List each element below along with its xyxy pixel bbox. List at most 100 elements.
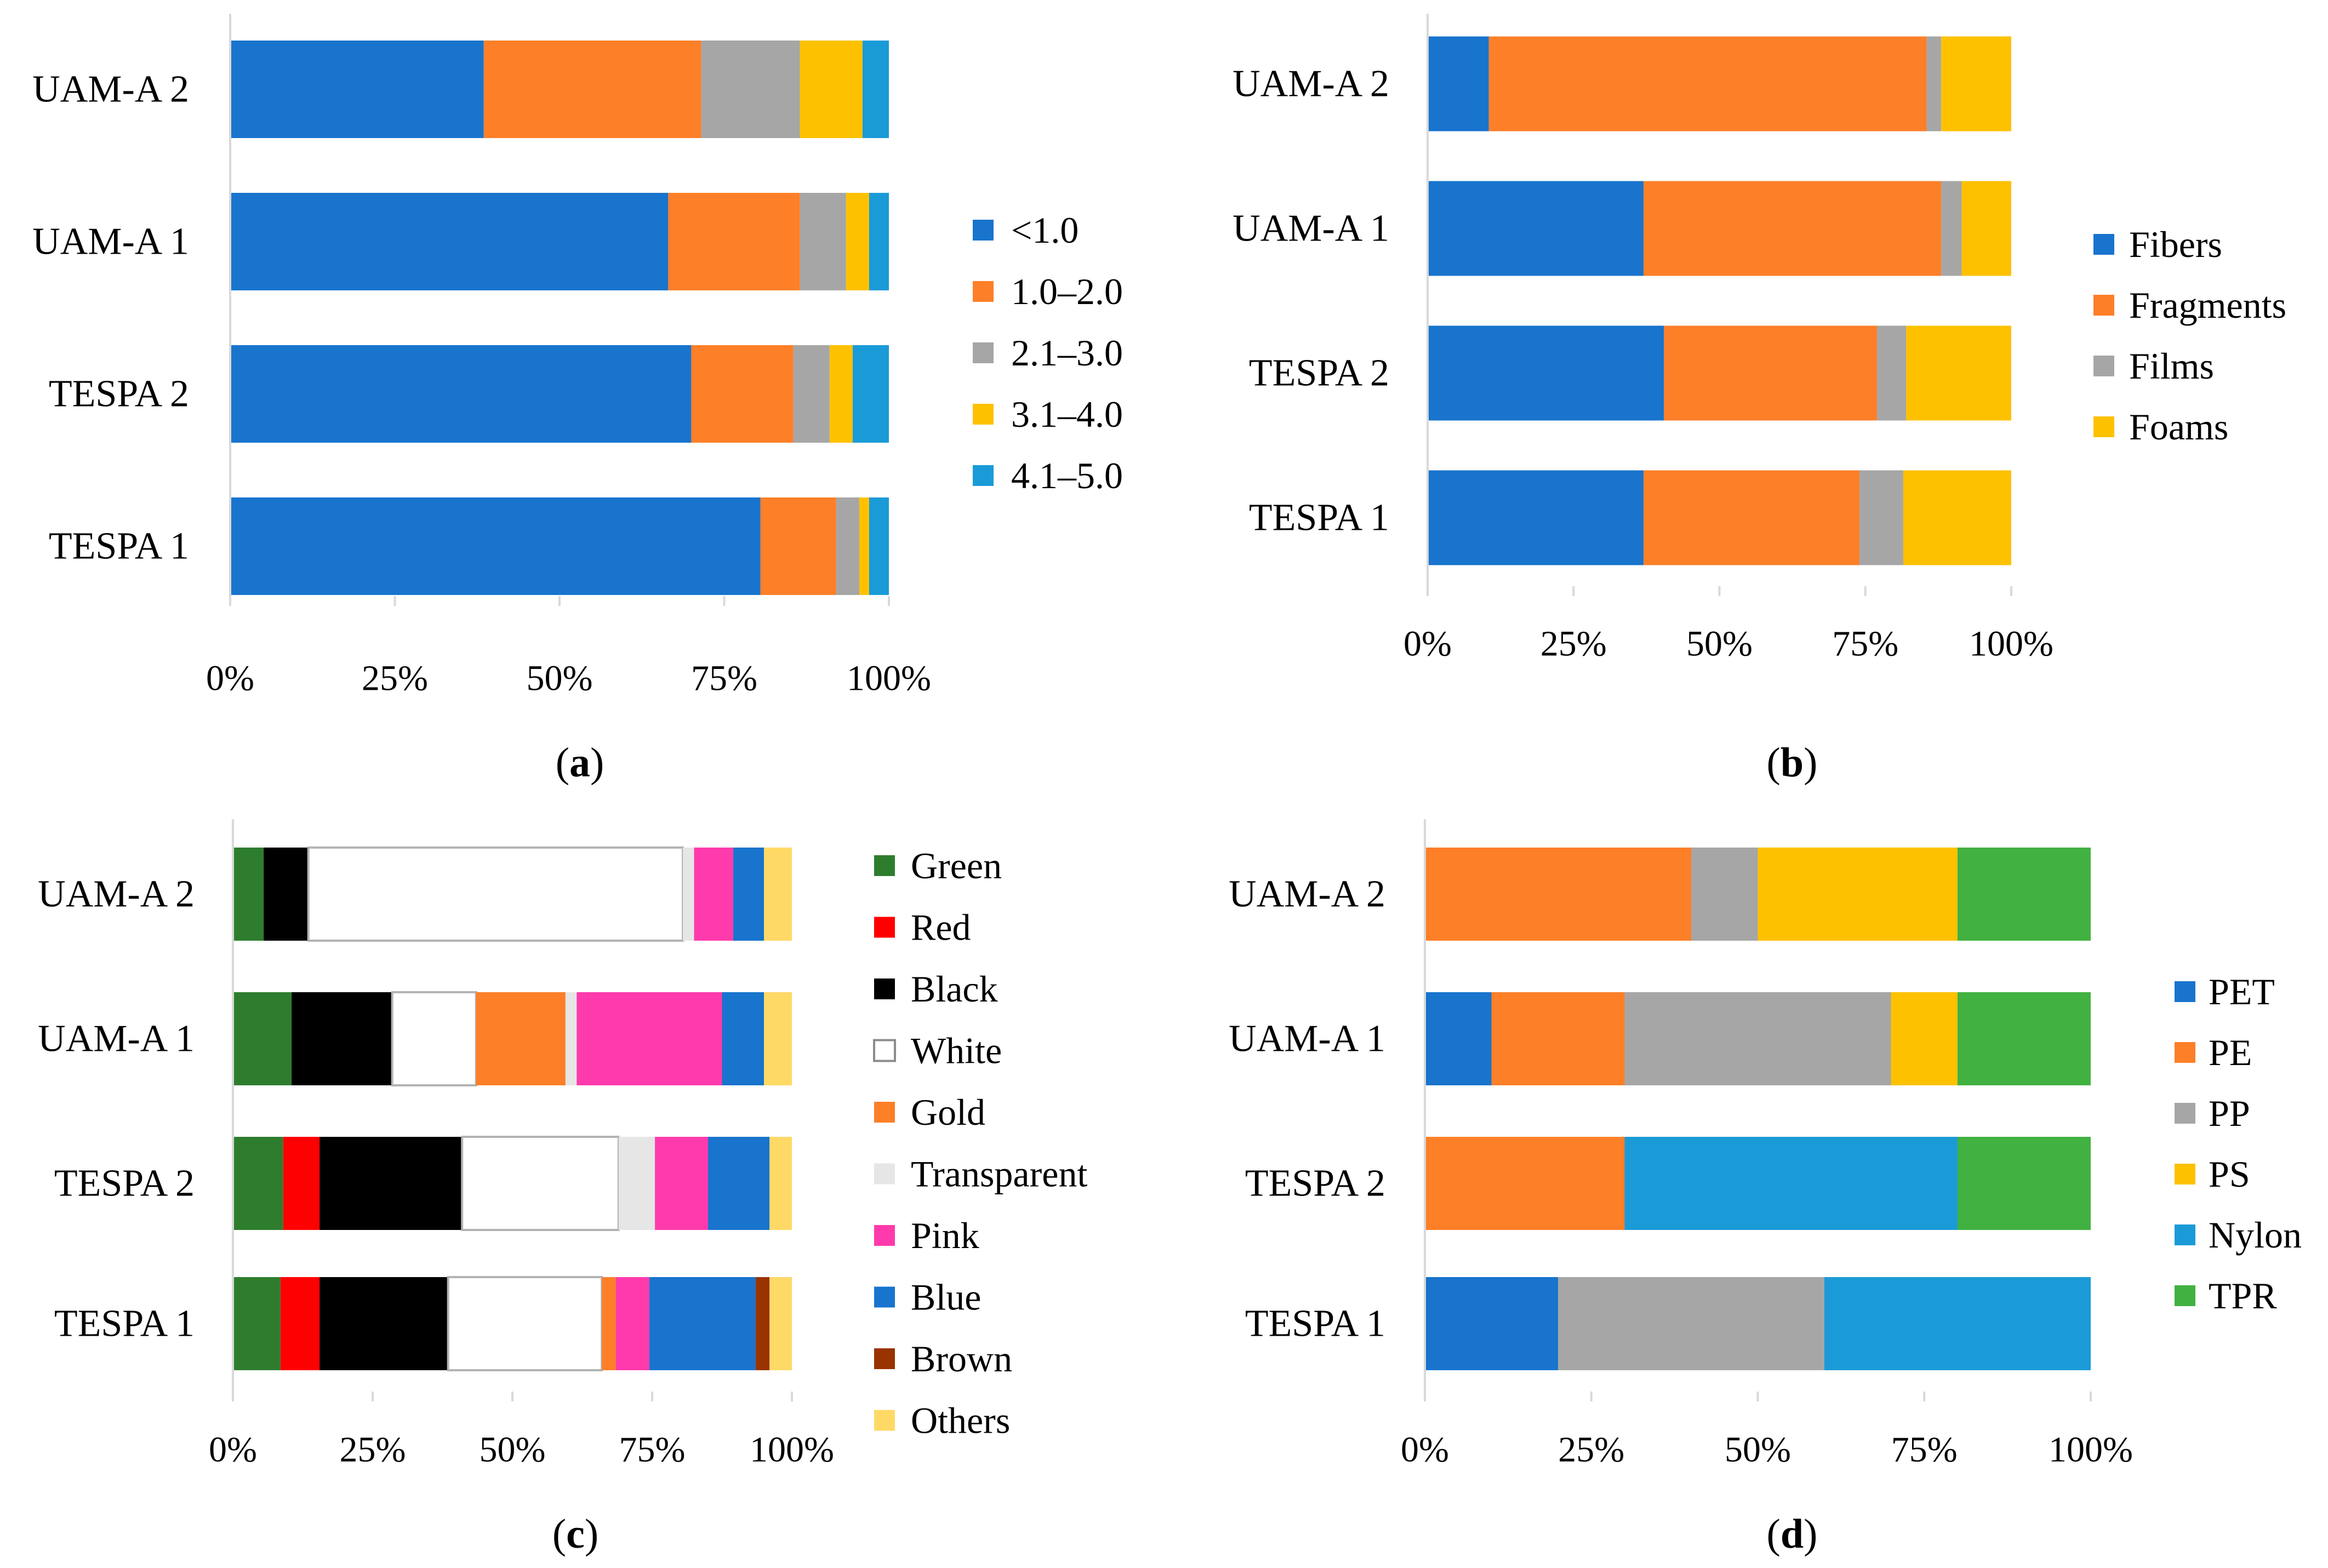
bar-a-tespa-2-1-0-to-2-0 (691, 345, 794, 443)
legend-swatch-d-pe (2175, 1042, 2195, 1063)
panel-label-d: (d) (1767, 1511, 1818, 1557)
tick-label-b-4: 100% (1969, 624, 2053, 664)
legend-label-c-others: Others (911, 1400, 1010, 1441)
legend-swatch-a-4-1-to-5-0 (973, 465, 994, 486)
legend-label-b-films: Films (2129, 345, 2214, 387)
tick-label-b-1: 25% (1540, 624, 1607, 664)
bar-c-tespa-1-others (769, 1277, 792, 1370)
bar-d-tespa-1-pet (1425, 1277, 1558, 1370)
bar-d-tespa-2-pe (1425, 1137, 1625, 1230)
category-label-a-tespa-1: TESPA 1 (49, 525, 189, 568)
panel-label-close-paren: ) (585, 1511, 598, 1557)
bar-d-uam-a-1-tpr (1958, 992, 2091, 1085)
bar-c-tespa-2-pink (655, 1137, 708, 1230)
category-label-b-tespa-1: TESPA 1 (1249, 497, 1389, 539)
tick-label-c-0: 0% (209, 1430, 257, 1470)
bar-a-uam-a-2-4-1-to-5-0 (862, 41, 889, 138)
tick-label-b-3: 75% (1832, 624, 1898, 664)
legend-swatch-b-films (2093, 356, 2114, 376)
bar-a-uam-a-2-2-1-to-3-0 (701, 41, 800, 138)
bar-c-tespa-2-white (461, 1136, 620, 1231)
bar-c-uam-a-2-black (264, 848, 309, 941)
legend-swatch-c-black (874, 978, 895, 999)
legend-label-c-red: Red (911, 907, 971, 948)
tick-label-b-0: 0% (1403, 624, 1452, 664)
bar-b-uam-a-1-foams (1961, 181, 2011, 276)
bar-b-uam-a-1-fragments (1644, 181, 1942, 276)
bar-c-uam-a-1-green (233, 992, 292, 1085)
category-label-c-uam-a-1: UAM-A 1 (38, 1018, 195, 1060)
bar-b-uam-a-1-fibers (1428, 181, 1644, 276)
panel-label-letter-c: c (566, 1511, 585, 1557)
bar-b-uam-a-2-films (1926, 36, 1942, 131)
legend-label-c-transparent: Transparent (911, 1153, 1087, 1195)
bar-c-tespa-2-black (319, 1137, 463, 1230)
category-label-b-tespa-2: TESPA 2 (1249, 352, 1389, 394)
bar-c-tespa-1-red (280, 1277, 320, 1370)
bar-a-tespa-1-1-0-to-2-0 (760, 497, 836, 595)
bar-a-uam-a-1-1-0-to-2-0 (668, 193, 800, 290)
legend-swatch-d-pp (2175, 1103, 2195, 1124)
bar-d-uam-a-2-pp (1691, 848, 1758, 941)
legend-label-d-pet: PET (2209, 971, 2275, 1012)
bar-c-uam-a-2-blue (733, 848, 764, 941)
tick-label-a-4: 100% (847, 659, 931, 699)
bar-c-uam-a-1-white (391, 991, 477, 1086)
tick-label-c-4: 100% (750, 1430, 834, 1470)
legend-swatch-c-transparent (874, 1163, 895, 1184)
panel-d-chart: UAM-A 2 UAM-A 1 TESPA 2 TESPA 1 0% 25% 50% 75% 1… (1229, 819, 2302, 1557)
bar-c-uam-a-1-pink (577, 992, 722, 1085)
bar-c-uam-a-2-pink (694, 848, 733, 941)
panel-b-chart: UAM-A 2 UAM-A 1 TESPA 2 TESPA 1 0% 25% 50% 75% 1… (1233, 14, 2286, 786)
legend-swatch-d-tpr (2175, 1285, 2195, 1306)
legend-swatch-c-white (873, 1039, 896, 1062)
bar-d-uam-a-2-tpr (1958, 848, 2091, 941)
legend-swatch-a-lt-1-0 (973, 220, 994, 241)
category-label-d-uam-a-1: UAM-A 1 (1229, 1018, 1385, 1060)
panel-label-letter-a: a (569, 740, 590, 786)
bar-c-uam-a-1-transparent (565, 992, 577, 1085)
panel-label-open-paren: ( (556, 740, 569, 786)
legend-swatch-c-red (874, 917, 895, 938)
legend-swatch-c-others (874, 1410, 895, 1431)
bar-c-tespa-1-green (233, 1277, 281, 1370)
legend-label-d-pe: PE (2209, 1032, 2252, 1073)
bar-c-uam-a-1-gold (476, 992, 566, 1085)
legend-swatch-d-pet (2175, 981, 2195, 1002)
bar-d-uam-a-1-pp (1624, 992, 1891, 1085)
panel-label-close-paren: ) (590, 740, 604, 786)
bar-c-tespa-1-blue (649, 1277, 756, 1370)
bar-a-uam-a-1-3-1-to-4-0 (846, 193, 869, 290)
bar-a-uam-a-1-4-1-to-5-0 (869, 193, 889, 290)
panel-label-open-paren: ( (1767, 1511, 1781, 1557)
panel-label-a: (a) (556, 740, 604, 786)
bar-a-tespa-1-3-1-to-4-0 (859, 497, 869, 595)
bar-d-uam-a-2-ps (1758, 848, 1958, 941)
bar-d-tespa-1-nylon (1824, 1277, 2091, 1370)
legend-label-c-brown: Brown (911, 1338, 1012, 1380)
tick-label-d-4: 100% (2049, 1430, 2133, 1470)
bar-d-uam-a-1-ps (1891, 992, 1958, 1085)
bar-a-tespa-1-2-1-to-3-0 (836, 497, 859, 595)
bar-c-uam-a-2-others (764, 848, 792, 941)
category-label-b-uam-a-2: UAM-A 2 (1233, 63, 1389, 105)
bar-c-tespa-2-red (283, 1137, 320, 1230)
legend-label-c-pink: Pink (911, 1215, 979, 1256)
category-label-c-tespa-1: TESPA 1 (54, 1303, 195, 1345)
bar-c-tespa-2-others (769, 1137, 792, 1230)
bar-a-uam-a-2-1-0-to-2-0 (483, 41, 701, 138)
legend-swatch-d-nylon (2175, 1224, 2195, 1245)
legend-swatch-c-blue (874, 1286, 895, 1308)
legend-label-c-gold: Gold (911, 1091, 985, 1133)
bar-d-tespa-2-tpr (1958, 1137, 2091, 1230)
legend-swatch-a-2-1-to-3-0 (973, 342, 994, 363)
legend-swatch-b-foams (2093, 416, 2114, 437)
tick-label-d-1: 25% (1558, 1430, 1624, 1470)
category-label-d-uam-a-2: UAM-A 2 (1229, 873, 1385, 915)
legend-label-b-fragments: Fragments (2129, 284, 2286, 326)
tick-label-d-3: 75% (1891, 1430, 1958, 1470)
tick-label-d-2: 50% (1725, 1430, 1791, 1470)
bar-d-tespa-1-pp (1558, 1277, 1824, 1370)
bar-b-uam-a-2-foams (1941, 36, 2011, 131)
